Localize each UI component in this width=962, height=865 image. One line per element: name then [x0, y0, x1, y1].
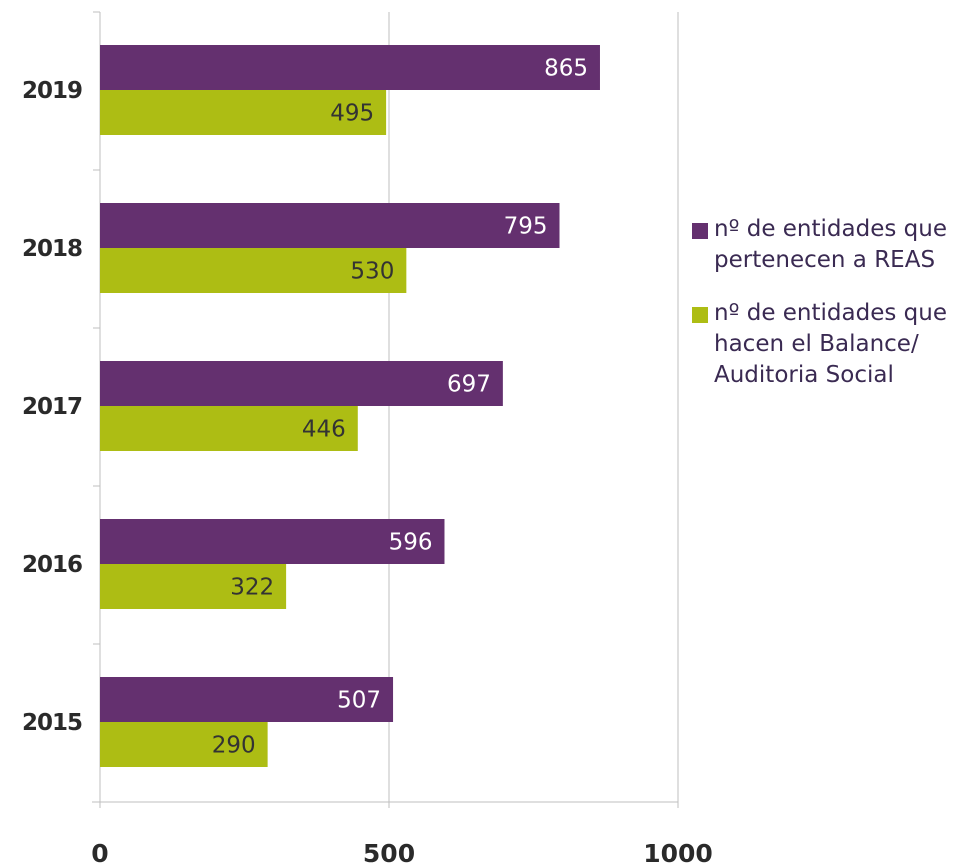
data-label-balance-2017: 446 — [302, 417, 346, 443]
data-label-balance-2015: 290 — [212, 733, 256, 759]
data-label-reas-2015: 507 — [337, 688, 381, 714]
bars — [100, 45, 600, 767]
data-label-balance-2016: 322 — [230, 575, 274, 601]
bar-reas-2017 — [100, 361, 503, 406]
bar-balance-2018 — [100, 248, 407, 293]
data-label-reas-2017: 697 — [447, 372, 491, 398]
x-tick-label-0: 0 — [91, 839, 108, 865]
legend-label-reas: nº de entidades que pertenecen a REAS — [714, 216, 947, 273]
bar-reas-2015 — [100, 677, 394, 722]
y-tick-label-2018: 2018 — [22, 236, 82, 262]
bar-reas-2016 — [100, 519, 445, 564]
bar-balance-2016 — [100, 564, 287, 609]
legend-swatch-balance — [692, 307, 708, 323]
bar-balance-2019 — [100, 90, 387, 135]
data-label-balance-2018: 530 — [350, 259, 394, 285]
bar-balance-2015 — [100, 722, 268, 767]
y-tick-label-2019: 2019 — [22, 78, 82, 104]
data-label-reas-2019: 865 — [544, 56, 588, 82]
x-tick-label-500: 500 — [363, 839, 415, 865]
bar-reas-2019 — [100, 45, 600, 90]
y-tick-label-2017: 2017 — [22, 394, 82, 420]
bar-balance-2017 — [100, 406, 358, 451]
legend-label-balance: nº de entidades que hacen el Balance/ Au… — [714, 300, 947, 388]
legend-item-reas: nº de entidades que pertenecen a REAS — [692, 214, 960, 276]
data-label-reas-2016: 596 — [389, 530, 433, 556]
legend-swatch-reas — [692, 223, 708, 239]
y-tick-label-2016: 2016 — [22, 552, 82, 578]
data-label-reas-2018: 795 — [504, 214, 548, 240]
data-label-balance-2019: 495 — [330, 101, 374, 127]
bar-reas-2018 — [100, 203, 560, 248]
x-tick-label-1000: 1000 — [643, 839, 713, 865]
legend-item-balance: nº de entidades que hacen el Balance/ Au… — [692, 298, 960, 391]
y-tick-label-2015: 2015 — [22, 710, 82, 736]
gridlines — [388, 12, 679, 802]
tick-labels: 0 500 1000 2019 2018 2017 2016 2015 — [22, 78, 713, 865]
data-labels: 865 495 795 530 697 446 596 322 507 290 — [212, 56, 588, 759]
legend: nº de entidades que pertenecen a REAS nº… — [692, 214, 960, 391]
